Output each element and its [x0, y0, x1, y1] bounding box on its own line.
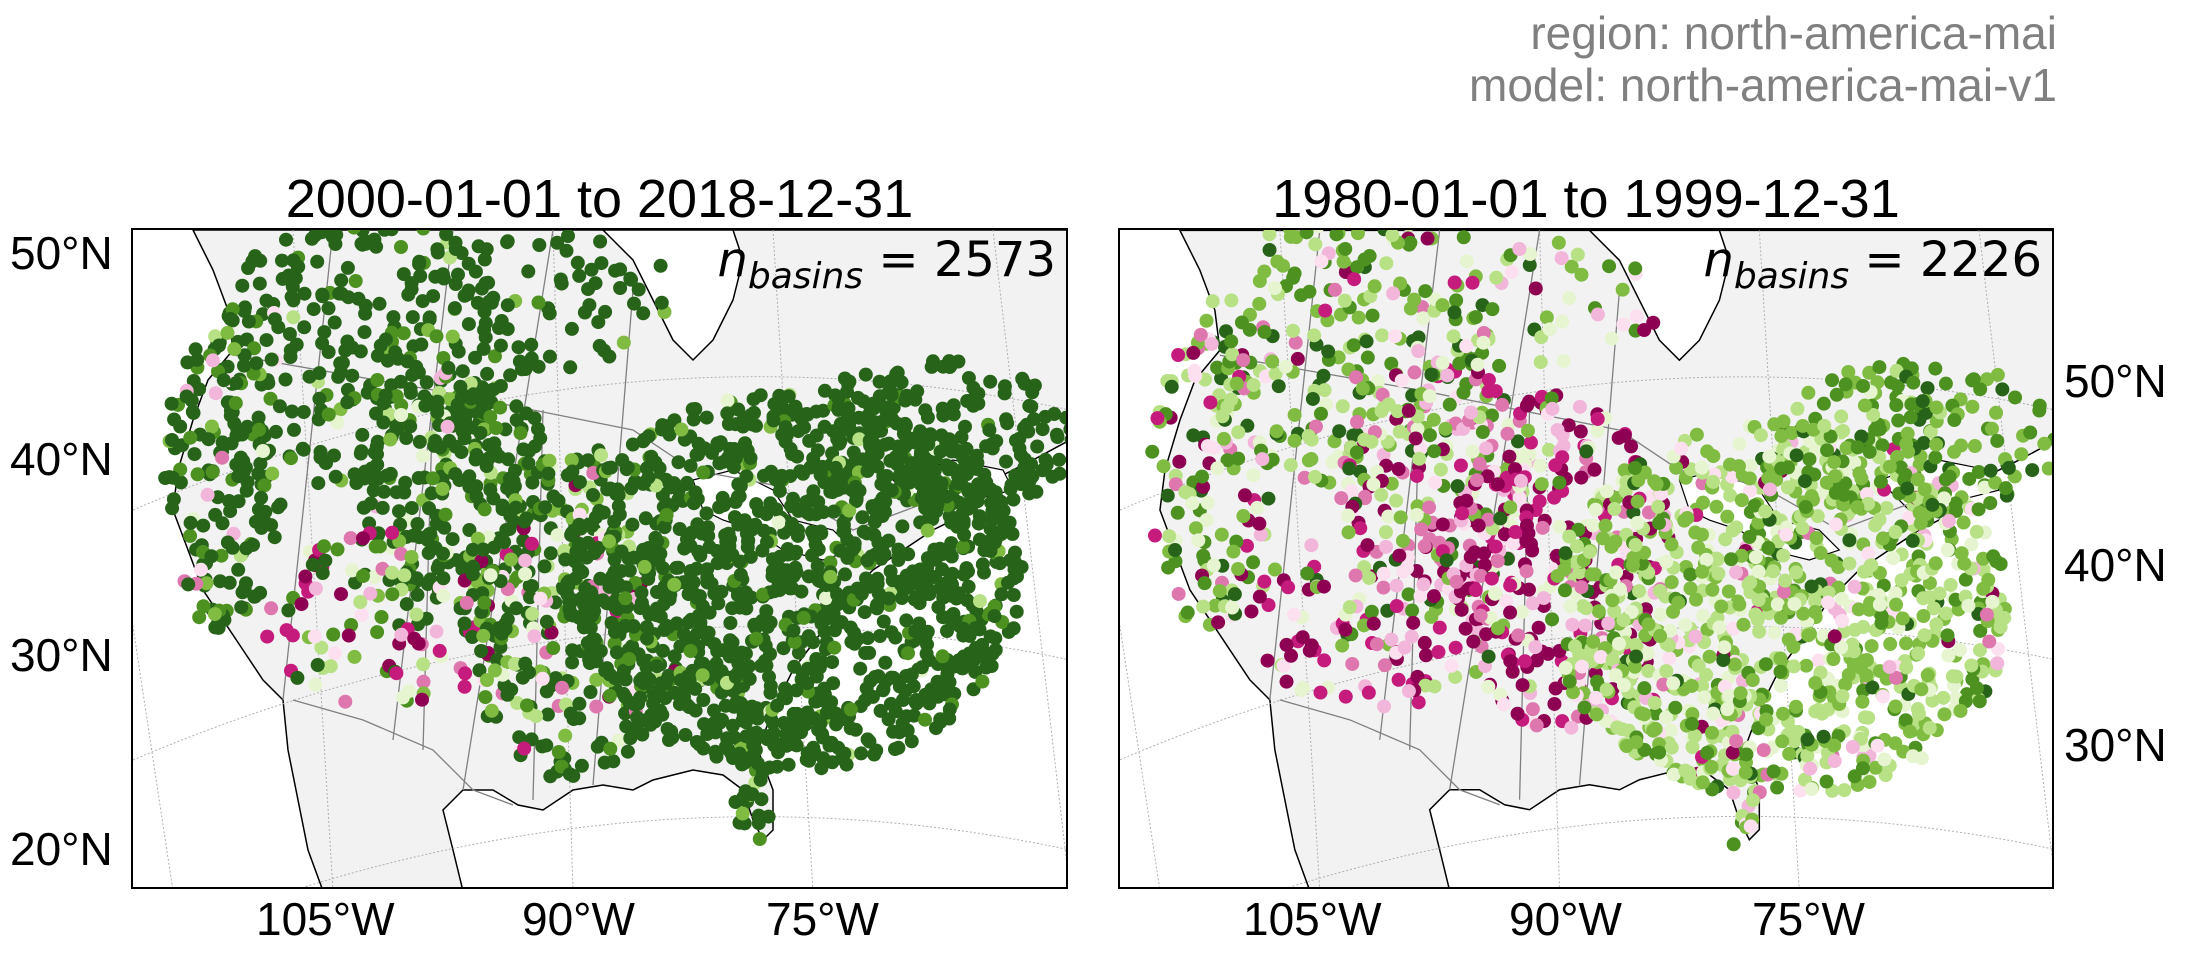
left-map-svg: [133, 230, 1066, 887]
right-ytick-50n: 50°N: [2064, 355, 2167, 407]
left-xtick-105w: 105°W: [256, 893, 395, 945]
left-ytick-20n: 20°N: [10, 823, 113, 875]
right-xtick-75w: 75°W: [1752, 893, 1865, 945]
right-xtick-90w: 90°W: [1509, 893, 1622, 945]
left-panel-title: 2000-01-01 to 2018-12-31: [285, 169, 914, 229]
left-xtick-90w: 90°W: [522, 893, 635, 945]
left-map-plot: nbasins = 2573: [131, 228, 1068, 889]
basin-points: [158, 230, 1066, 846]
left-ytick-30n: 30°N: [10, 629, 113, 681]
right-map-svg: [1120, 230, 2052, 887]
right-basin-count: nbasins = 2226: [1703, 232, 2042, 297]
left-basin-count: nbasins = 2573: [717, 232, 1056, 297]
right-ytick-30n: 30°N: [2064, 719, 2167, 771]
left-ytick-50n: 50°N: [10, 227, 113, 279]
right-ytick-40n: 40°N: [2064, 539, 2167, 591]
left-xtick-75w: 75°W: [766, 893, 879, 945]
right-xtick-105w: 105°W: [1243, 893, 1382, 945]
region-label: region: north-america-mai: [1530, 7, 2057, 59]
model-label: model: north-america-mai-v1: [1469, 59, 2057, 111]
left-ytick-40n: 40°N: [10, 433, 113, 485]
right-map-plot: nbasins = 2226: [1118, 228, 2054, 889]
right-panel-title: 1980-01-01 to 1999-12-31: [1272, 169, 1900, 229]
basin-points: [1145, 230, 2052, 852]
